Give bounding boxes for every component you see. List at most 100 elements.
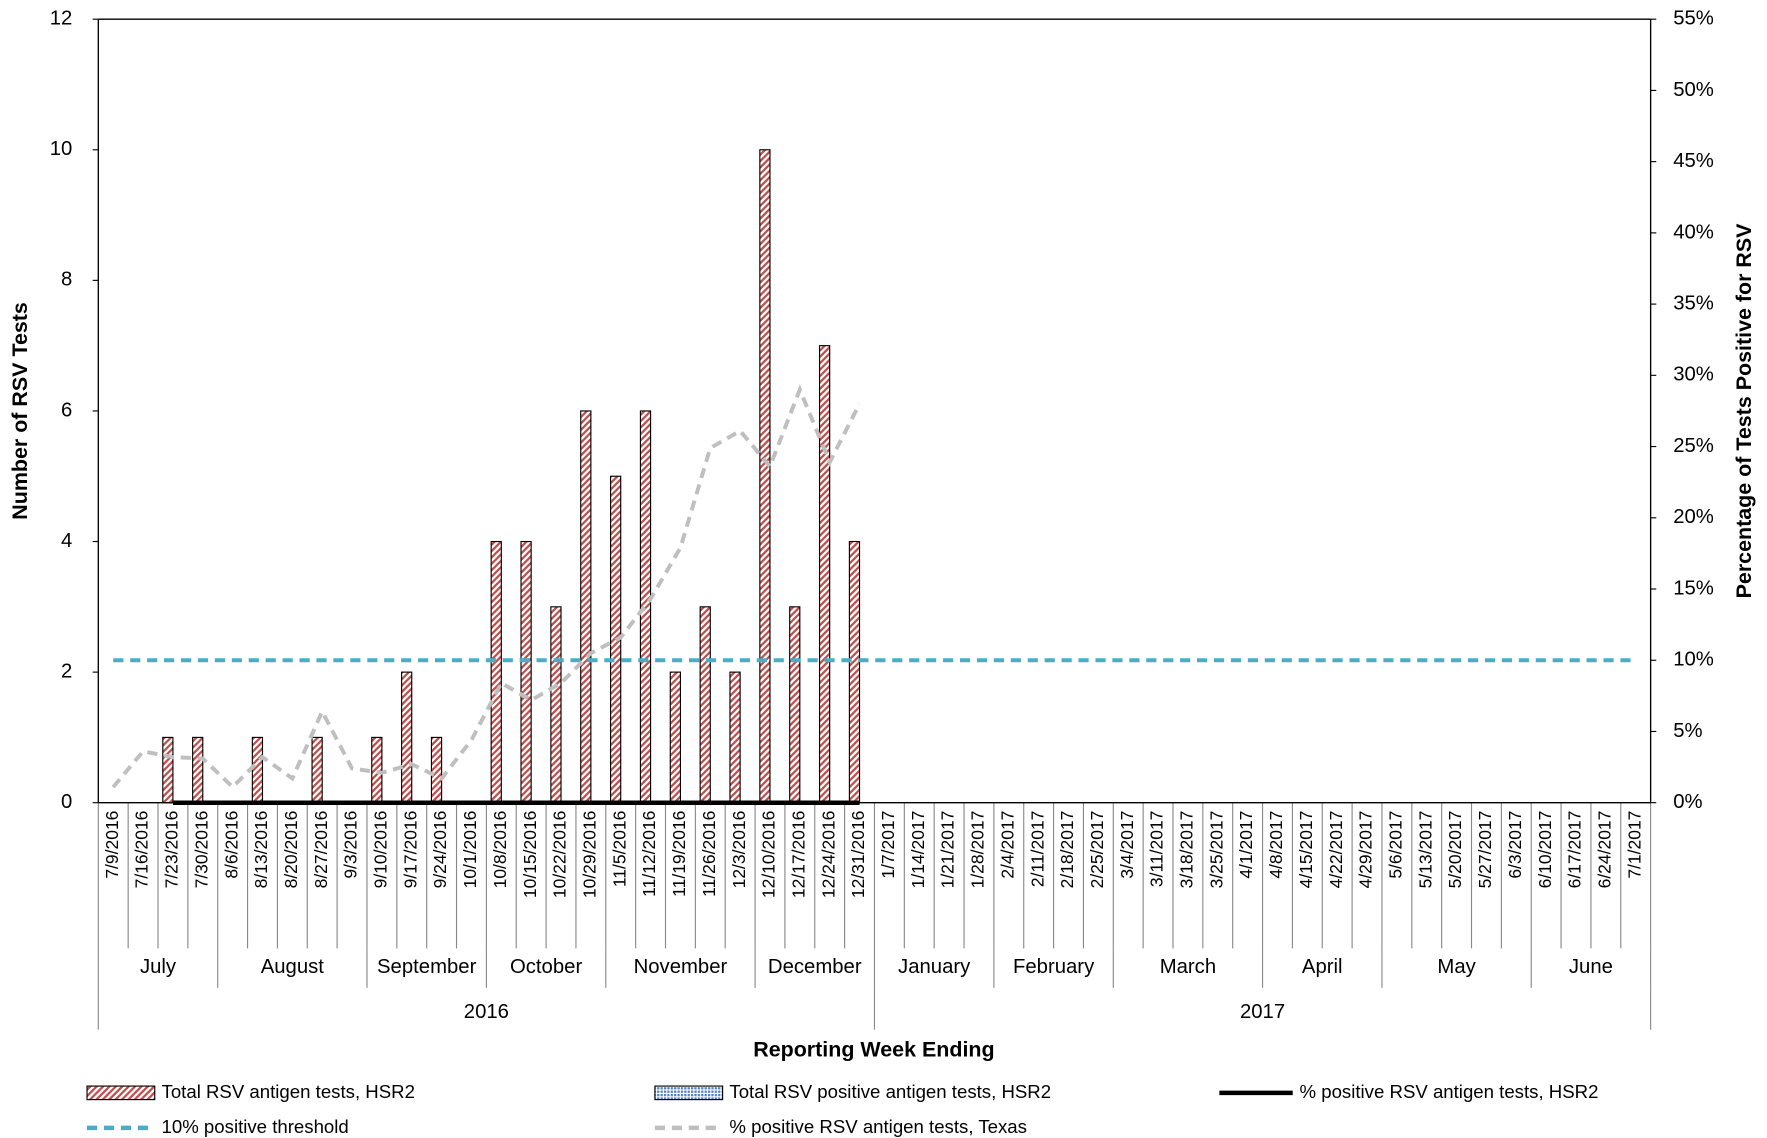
x-tick-label: 12/10/2016	[759, 811, 779, 899]
bar	[639, 410, 652, 804]
months-label: December	[768, 956, 862, 978]
legend-label: Total RSV antigen tests, HSR2	[162, 1081, 415, 1102]
months-label: March	[1160, 956, 1216, 978]
bar	[490, 540, 502, 804]
bar	[550, 606, 562, 804]
bar	[371, 736, 383, 804]
legend-swatch	[654, 1085, 724, 1101]
bar	[430, 736, 443, 804]
bar	[729, 671, 741, 804]
y-tick-label: 6	[61, 399, 72, 421]
y2-axis-title: Percentage of Tests Positive for RSV	[1732, 223, 1756, 599]
bar	[311, 736, 323, 804]
months-label: June	[1569, 956, 1613, 978]
x-tick-label: 12/24/2016	[818, 811, 838, 899]
x-tick-label: 7/9/2016	[102, 811, 122, 879]
y2-tick-label: 25%	[1673, 435, 1714, 457]
x-tick-label: 8/20/2016	[281, 811, 301, 889]
x-tick-label: 7/23/2016	[162, 811, 182, 889]
months-label: May	[1437, 956, 1476, 978]
x-tick-label: 7/1/2017	[1624, 811, 1644, 879]
x-tick-label: 10/8/2016	[490, 811, 510, 889]
x-tick-label: 12/3/2016	[729, 811, 749, 889]
x-tick-label: 11/5/2016	[609, 811, 629, 888]
years-label: 2016	[464, 1001, 509, 1023]
bar	[401, 671, 413, 804]
months-label: August	[261, 956, 325, 978]
y-tick-label: 0	[61, 791, 72, 813]
bar	[669, 671, 681, 804]
y-tick-label: 12	[50, 8, 73, 30]
x-tick-label: 4/8/2017	[1266, 811, 1286, 879]
y-tick-label: 8	[61, 269, 72, 291]
x-tick-label: 3/18/2017	[1177, 811, 1197, 889]
x-tick-label: 12/17/2016	[788, 811, 808, 899]
x-tick-label: 6/10/2017	[1535, 811, 1555, 889]
x-tick-label: 9/3/2016	[341, 811, 361, 879]
x-tick-label: 7/16/2016	[132, 811, 152, 889]
bar	[162, 736, 174, 804]
x-tick-label: 10/22/2016	[550, 811, 570, 899]
bar	[759, 149, 771, 804]
bar	[699, 606, 711, 804]
x-tick-label: 1/7/2017	[878, 811, 898, 879]
x-tick-label: 2/25/2017	[1087, 811, 1107, 889]
x-tick-label: 3/11/2017	[1147, 811, 1167, 888]
x-tick-label: 1/14/2017	[908, 811, 928, 889]
months-label: November	[634, 956, 728, 978]
y2-tick-label: 30%	[1673, 364, 1714, 386]
bar	[580, 410, 592, 804]
x-tick-label: 11/19/2016	[669, 811, 689, 897]
legend-label: % positive RSV antigen tests, HSR2	[1300, 1081, 1599, 1102]
x-tick-label: 6/3/2017	[1505, 811, 1525, 879]
x-tick-label: 4/1/2017	[1236, 811, 1256, 879]
x-tick-label: 9/17/2016	[400, 811, 420, 889]
y2-tick-label: 5%	[1673, 720, 1702, 742]
x-tick-label: 11/12/2016	[639, 811, 659, 897]
x-tick-label: 2/4/2017	[997, 811, 1017, 879]
bar	[520, 540, 532, 804]
x-tick-label: 1/21/2017	[938, 811, 958, 889]
x-tick-label: 4/22/2017	[1326, 811, 1346, 889]
x-tick-label: 8/27/2016	[311, 811, 331, 889]
x-tick-label: 8/6/2016	[221, 811, 241, 879]
years-label: 2017	[1240, 1001, 1285, 1023]
legend-swatch	[86, 1085, 156, 1101]
y-tick-label: 4	[61, 530, 72, 552]
x-tick-label: 11/26/2016	[699, 811, 719, 897]
x-tick-label: 10/15/2016	[520, 811, 540, 899]
x-tick-label: 10/29/2016	[579, 811, 599, 899]
y2-tick-label: 40%	[1673, 221, 1714, 243]
months-label: October	[510, 956, 582, 978]
months-label: January	[898, 956, 971, 978]
x-tick-label: 10/1/2016	[460, 811, 480, 889]
bar	[251, 736, 264, 804]
x-tick-label: 5/20/2017	[1445, 811, 1465, 889]
x-tick-label: 5/13/2017	[1415, 811, 1435, 889]
x-tick-label: 8/13/2016	[251, 811, 271, 889]
y2-tick-label: 55%	[1673, 8, 1714, 30]
x-tick-label: 4/29/2017	[1356, 811, 1376, 889]
x-tick-label: 12/31/2016	[848, 811, 868, 899]
x-tick-label: 2/11/2017	[1027, 811, 1047, 888]
x-tick-label: 7/30/2016	[191, 811, 211, 889]
legend-label: Total RSV positive antigen tests, HSR2	[729, 1081, 1051, 1102]
y2-tick-label: 10%	[1673, 649, 1714, 671]
x-axis-title: Reporting Week Ending	[753, 1038, 994, 1062]
x-tick-label: 6/24/2017	[1594, 811, 1614, 889]
x-tick-label: 5/27/2017	[1475, 811, 1495, 889]
bar	[789, 606, 801, 804]
x-tick-label: 1/28/2017	[968, 811, 988, 889]
bar	[818, 345, 831, 804]
y2-tick-label: 15%	[1673, 577, 1714, 599]
months-label: February	[1013, 956, 1095, 978]
y-axis-title: Number of RSV Tests	[8, 302, 32, 520]
x-tick-label: 6/17/2017	[1565, 811, 1585, 889]
months-label: July	[140, 956, 177, 978]
y2-tick-label: 50%	[1673, 79, 1714, 101]
x-tick-label: 9/24/2016	[430, 811, 450, 889]
x-tick-label: 3/4/2017	[1117, 811, 1137, 879]
x-tick-label: 3/25/2017	[1206, 811, 1226, 889]
